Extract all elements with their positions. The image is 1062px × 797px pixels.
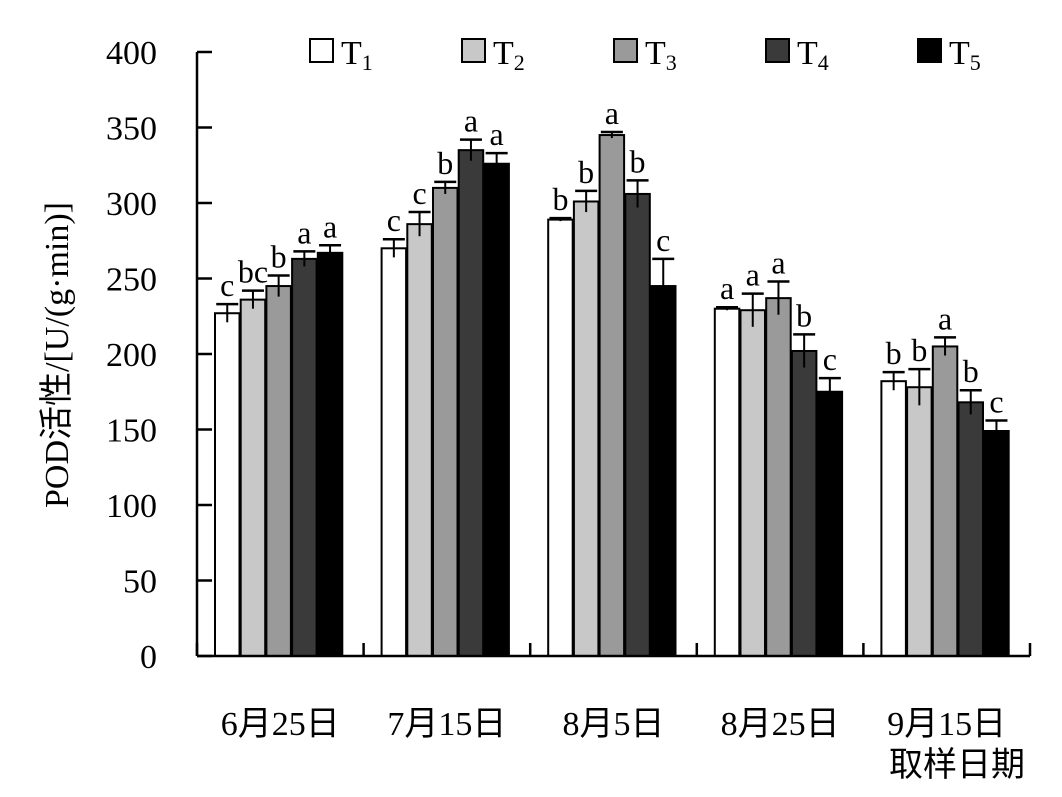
significance-label: c <box>220 267 234 303</box>
bar <box>239 298 267 657</box>
bar <box>457 149 485 657</box>
significance-label: a <box>464 103 478 139</box>
legend-swatch <box>613 38 638 63</box>
legend-label-subscript: 1 <box>362 50 373 75</box>
significance-label: b <box>630 143 646 179</box>
significance-label: a <box>746 257 760 293</box>
bar <box>713 307 741 657</box>
bar <box>790 349 818 657</box>
legend-label-subscript: 4 <box>818 50 829 75</box>
legend-label: T1 <box>341 35 373 75</box>
significance-label: b <box>437 145 453 181</box>
x-tick-label: 7月15日 <box>387 706 506 743</box>
bar <box>816 390 844 657</box>
legend-swatch <box>917 38 942 63</box>
bar <box>265 285 292 657</box>
significance-label: a <box>771 245 785 281</box>
bar <box>432 186 459 657</box>
significance-label: b <box>886 335 902 371</box>
significance-label: bc <box>238 254 268 290</box>
bar <box>624 192 651 657</box>
legend-label: T2 <box>493 35 525 75</box>
bar <box>572 200 600 658</box>
legend-swatch <box>461 38 486 63</box>
legend-label: T5 <box>949 35 981 75</box>
legend-label-subscript: 5 <box>970 50 981 75</box>
y-axis-label: POD活性/[U/(g·min)] <box>38 202 76 508</box>
y-tick-label: 200 <box>106 337 157 374</box>
y-tick-label: 250 <box>106 262 157 299</box>
significance-label: a <box>605 95 619 131</box>
legend-label-subscript: 3 <box>666 50 677 75</box>
bar <box>547 218 574 658</box>
y-axis: 0 50 100 150 200 250 300 350 400 <box>106 35 212 676</box>
significance-label: b <box>911 332 927 368</box>
x-axis: 6月25日 7月15日 8月5日 8月25日 9月15日 <box>195 643 1032 743</box>
significance-label: c <box>823 341 837 377</box>
legend-label-subscript: 2 <box>514 50 525 75</box>
significance-label: c <box>412 175 426 211</box>
significance-label: b <box>796 297 812 333</box>
y-tick-label: 0 <box>140 639 157 676</box>
bar <box>957 401 984 657</box>
significance-label: b <box>271 238 287 274</box>
bar <box>765 297 792 657</box>
x-axis-label: 取样日期 <box>889 746 1025 784</box>
bar <box>316 251 344 658</box>
legend: T1 T2 T3 T4 T5 <box>309 35 981 75</box>
y-tick-label: 400 <box>106 35 157 72</box>
significance-label: c <box>656 222 670 258</box>
y-tick-label: 150 <box>106 413 157 450</box>
significance-label: a <box>323 208 337 244</box>
significance-label: a <box>297 214 311 250</box>
significance-label: b <box>963 353 979 389</box>
y-tick-label: 300 <box>106 186 157 223</box>
y-tick-label: 50 <box>123 564 157 601</box>
significance-label: a <box>490 116 504 152</box>
significance-label: b <box>578 154 594 190</box>
significance-label: c <box>387 202 401 238</box>
bar <box>906 386 933 657</box>
y-tick-label: 100 <box>106 488 157 525</box>
bar <box>291 257 318 657</box>
bar <box>983 430 1010 658</box>
bar <box>598 134 626 658</box>
bar <box>880 380 907 657</box>
bar <box>739 309 766 657</box>
x-tick-label: 8月5日 <box>563 706 665 743</box>
bar <box>214 312 241 657</box>
x-tick-label: 6月25日 <box>221 706 340 743</box>
significance-label: a <box>938 300 952 336</box>
bar <box>483 162 510 658</box>
legend-swatch <box>765 38 790 63</box>
bar <box>406 223 433 657</box>
legend-swatch <box>309 38 334 63</box>
significance-label: c <box>989 383 1003 419</box>
legend-label: T4 <box>797 35 829 75</box>
bar <box>931 345 959 657</box>
significance-label: a <box>720 270 734 306</box>
significance-label: b <box>552 181 568 217</box>
x-tick-label: 8月25日 <box>721 706 840 743</box>
legend-label: T3 <box>645 35 677 75</box>
x-tick-label: 9月15日 <box>887 706 1006 743</box>
y-tick-label: 350 <box>106 111 157 148</box>
bar <box>380 247 408 658</box>
bar <box>650 285 677 657</box>
